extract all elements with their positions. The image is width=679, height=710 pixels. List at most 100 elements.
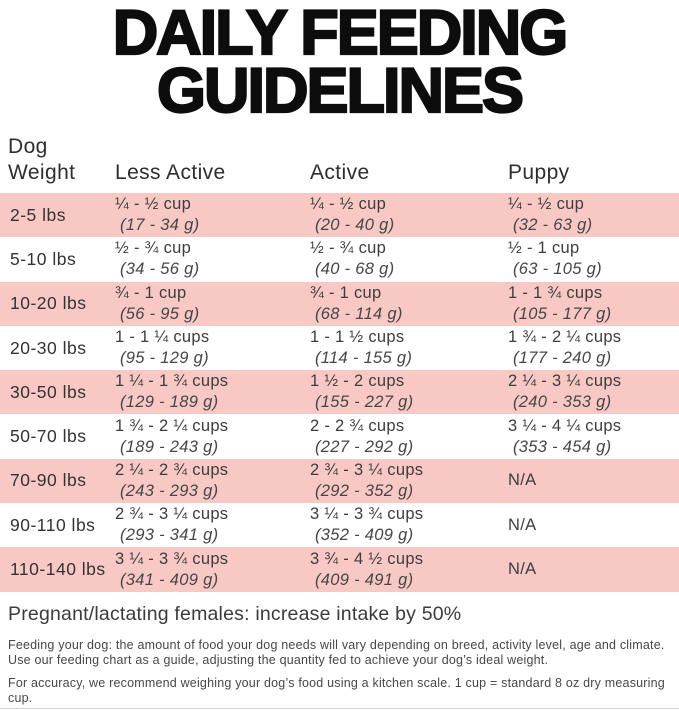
title-line-1: DAILY FEEDING — [112, 0, 570, 68]
title-line-2: GUIDELINES — [156, 56, 525, 126]
puppy-cups: N/A — [508, 515, 537, 534]
active-grams: (114 - 155 g) — [315, 349, 413, 368]
puppy-cups: ¼ - ½ cup — [508, 195, 585, 214]
header-dog-weight-line1: Dog — [8, 135, 48, 158]
less-active-grams: (17 - 34 g) — [120, 216, 200, 235]
less-active-grams: (189 - 243 g) — [120, 437, 219, 456]
active-cell: 2 ¾ - 3 ¼ cups (292 - 352 g) — [302, 459, 498, 503]
less-active-grams: (56 - 95 g) — [120, 304, 200, 323]
active-grams: (68 - 114 g) — [315, 304, 403, 323]
less-active-cell: ¼ - ½ cup (17 - 34 g) — [107, 193, 302, 237]
table-row: 70-90 lbs 2 ¼ - 2 ¾ cups (243 - 293 g) 2… — [0, 458, 679, 504]
bottom-divider — [0, 708, 679, 709]
dog-weight-cell: 90-110 lbs — [10, 514, 96, 535]
less-active-grams: (129 - 189 g) — [120, 393, 219, 412]
header-puppy: Puppy — [508, 161, 570, 184]
active-cell: ½ - ¾ cup (40 - 68 g) — [302, 237, 498, 281]
feeding-table-body: 2-5 lbs ¼ - ½ cup (17 - 34 g) ¼ - ½ cup … — [0, 193, 679, 592]
active-cups: ¾ - 1 cup — [310, 283, 382, 302]
less-active-cups: 3 ¼ - 3 ¾ cups — [115, 549, 229, 568]
active-cups: 3 ¾ - 4 ½ cups — [310, 549, 424, 568]
puppy-cell: 1 ¾ - 2 ¼ cups (177 - 240 g) — [498, 326, 679, 370]
less-active-cups: 2 ¾ - 3 ¼ cups — [115, 505, 229, 524]
puppy-grams: (63 - 105 g) — [513, 260, 602, 279]
less-active-grams: (243 - 293 g) — [120, 481, 219, 500]
less-active-grams: (341 - 409 g) — [120, 570, 219, 589]
table-row: 90-110 lbs 2 ¾ - 3 ¼ cups (293 - 341 g) … — [0, 503, 679, 547]
puppy-cups: 1 ¾ - 2 ¼ cups — [508, 328, 622, 347]
active-cell: ¼ - ½ cup (20 - 40 g) — [302, 193, 498, 237]
active-cell: 1 ½ - 2 cups (155 - 227 g) — [302, 370, 498, 414]
less-active-cups: ½ - ¾ cup — [115, 239, 192, 258]
table-header-row: Dog Weight Less Active Active Puppy — [0, 134, 679, 186]
active-grams: (292 - 352 g) — [315, 481, 414, 500]
puppy-cups: N/A — [508, 471, 537, 490]
dog-weight-cell: 30-50 lbs — [10, 381, 87, 402]
header-less-active: Less Active — [115, 161, 226, 184]
active-grams: (155 - 227 g) — [315, 393, 414, 412]
less-active-grams: (34 - 56 g) — [120, 260, 200, 279]
less-active-cell: 2 ¾ - 3 ¼ cups (293 - 341 g) — [107, 503, 302, 547]
less-active-cell: ½ - ¾ cup (34 - 56 g) — [107, 237, 302, 281]
puppy-grams: (105 - 177 g) — [513, 304, 612, 323]
less-active-cups: ¼ - ½ cup — [115, 195, 192, 214]
header-dog-weight: Dog Weight — [0, 134, 107, 186]
pregnant-lactating-note: Pregnant/lactating females: increase int… — [8, 602, 462, 625]
puppy-cups: 3 ¼ - 4 ¼ cups — [508, 416, 622, 435]
dog-weight-cell: 5-10 lbs — [10, 248, 77, 269]
puppy-cell: 2 ¼ - 3 ¼ cups (240 - 353 g) — [498, 370, 679, 414]
accuracy-note: For accuracy, we recommend weighing your… — [8, 675, 665, 705]
active-cups: 1 - 1 ½ cups — [310, 328, 405, 347]
less-active-grams: (95 - 129 g) — [120, 349, 209, 368]
active-cell: ¾ - 1 cup (68 - 114 g) — [302, 282, 498, 326]
puppy-cups: 2 ¼ - 3 ¼ cups — [508, 372, 622, 391]
less-active-cups: 2 ¼ - 2 ¾ cups — [115, 460, 229, 479]
puppy-cell: ½ - 1 cup (63 - 105 g) — [498, 237, 679, 281]
less-active-grams: (293 - 341 g) — [120, 526, 219, 545]
dog-weight-cell: 110-140 lbs — [10, 559, 106, 580]
puppy-cell: ¼ - ½ cup (32 - 63 g) — [498, 193, 679, 237]
header-active: Active — [310, 161, 370, 184]
active-cell: 2 - 2 ¾ cups (227 - 292 g) — [302, 414, 498, 458]
active-grams: (409 - 491 g) — [315, 570, 414, 589]
table-row: 110-140 lbs 3 ¼ - 3 ¾ cups (341 - 409 g)… — [0, 547, 679, 592]
puppy-grams: (32 - 63 g) — [513, 216, 593, 235]
table-row: 5-10 lbs ½ - ¾ cup (34 - 56 g) ½ - ¾ cup… — [0, 237, 679, 281]
active-grams: (40 - 68 g) — [315, 260, 395, 279]
puppy-cell: N/A — [498, 547, 679, 591]
less-active-cell: 1 ¼ - 1 ¾ cups (129 - 189 g) — [107, 370, 302, 414]
puppy-cell: 3 ¼ - 4 ¼ cups (353 - 454 g) — [498, 414, 679, 458]
puppy-cups: ½ - 1 cup — [508, 239, 580, 258]
active-cups: ½ - ¾ cup — [310, 239, 387, 258]
puppy-cell: N/A — [498, 503, 679, 547]
dog-weight-cell: 50-70 lbs — [10, 426, 87, 447]
active-cell: 3 ¼ - 3 ¾ cups (352 - 409 g) — [302, 503, 498, 547]
less-active-cups: 1 - 1 ¼ cups — [115, 328, 210, 347]
less-active-cups: ¾ - 1 cup — [115, 283, 187, 302]
dog-weight-cell: 20-30 lbs — [10, 337, 87, 358]
dog-weight-cell: 70-90 lbs — [10, 470, 87, 491]
active-grams: (227 - 292 g) — [315, 437, 414, 456]
table-row: 10-20 lbs ¾ - 1 cup (56 - 95 g) ¾ - 1 cu… — [0, 281, 679, 326]
less-active-cups: 1 ¾ - 2 ¼ cups — [115, 416, 229, 435]
puppy-grams: (353 - 454 g) — [513, 437, 612, 456]
less-active-cell: 2 ¼ - 2 ¾ cups (243 - 293 g) — [107, 459, 302, 503]
table-row: 50-70 lbs 1 ¾ - 2 ¼ cups (189 - 243 g) 2… — [0, 414, 679, 458]
table-row: 20-30 lbs 1 - 1 ¼ cups (95 - 129 g) 1 - … — [0, 326, 679, 370]
dog-weight-cell: 10-20 lbs — [10, 293, 87, 314]
less-active-cell: 1 ¾ - 2 ¼ cups (189 - 243 g) — [107, 414, 302, 458]
active-cell: 1 - 1 ½ cups (114 - 155 g) — [302, 326, 498, 370]
less-active-cups: 1 ¼ - 1 ¾ cups — [115, 372, 229, 391]
puppy-cups: N/A — [508, 560, 537, 579]
feeding-advice-note: Feeding your dog: the amount of food you… — [8, 637, 665, 667]
active-cups: 3 ¼ - 3 ¾ cups — [310, 505, 424, 524]
header-dog-weight-line2: Weight — [8, 161, 76, 184]
puppy-cell: 1 - 1 ¾ cups (105 - 177 g) — [498, 282, 679, 326]
dog-weight-cell: 2-5 lbs — [10, 204, 67, 225]
active-grams: (20 - 40 g) — [315, 216, 395, 235]
page-title: DAILY FEEDING GUIDELINES — [0, 0, 679, 123]
less-active-cell: 3 ¼ - 3 ¾ cups (341 - 409 g) — [107, 547, 302, 591]
puppy-cell: N/A — [498, 459, 679, 503]
puppy-grams: (240 - 353 g) — [513, 393, 612, 412]
